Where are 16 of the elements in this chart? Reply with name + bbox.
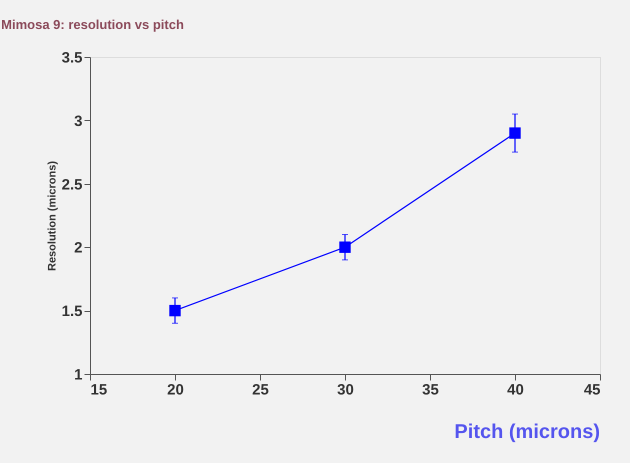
x-tick-label: 35 [422,382,439,398]
y-tick-label: 2 [74,240,82,257]
x-tick-label: 20 [167,382,184,398]
y-tick-label: 2.5 [62,176,82,194]
chart-title: Mimosa 9: resolution vs pitch [1,17,184,32]
x-tick-label: 45 [584,382,600,398]
x-tick-label: 40 [507,382,524,398]
y-axis-title: Resolution (microns) [46,160,59,272]
y-tick-label: 3.5 [62,50,82,66]
x-axis-title: Pitch (microns) [454,421,600,443]
x-tick-label: 25 [252,382,269,398]
x-tick-label: 15 [90,382,108,398]
x-tick-label: 30 [337,382,354,398]
y-tick-label: 3 [74,112,82,130]
y-tick-label: 1 [74,366,82,384]
y-tick-label: 1.5 [62,303,82,320]
